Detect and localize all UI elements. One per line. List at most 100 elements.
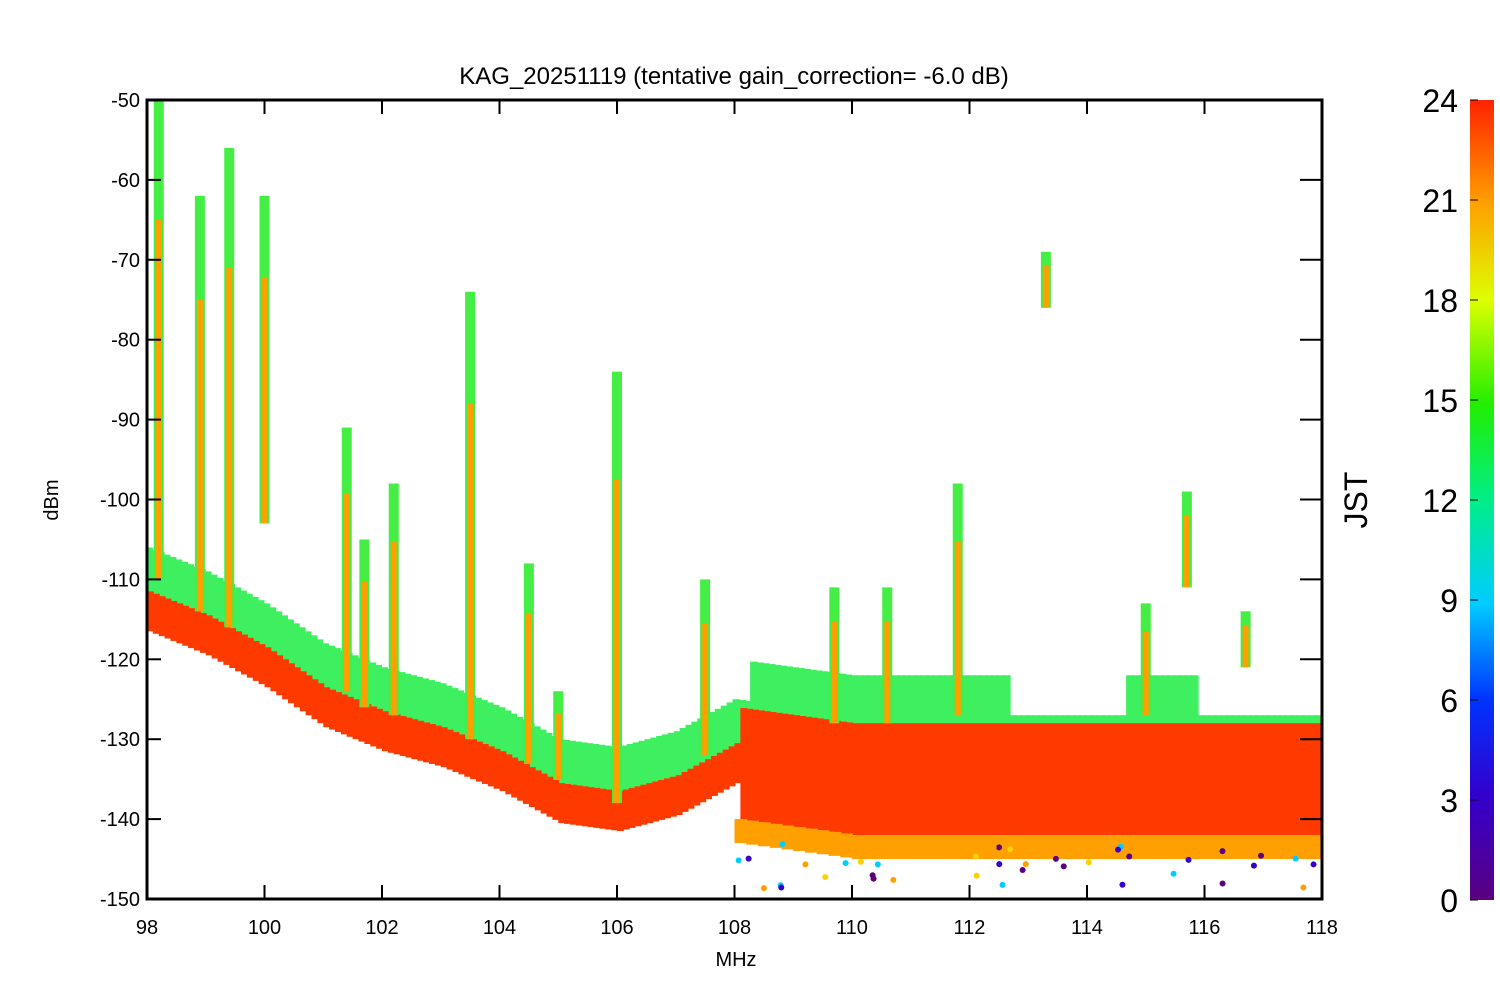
- jst-mid-band: [656, 736, 664, 800]
- x-axis-label: MHz: [715, 949, 756, 971]
- noise-floor-band: [382, 711, 389, 752]
- colorbar-ticks: 0 3 6 9 12 15 18 21 24: [1422, 83, 1478, 919]
- noise-floor-band: [270, 651, 278, 692]
- noise-floor-band: [716, 752, 724, 793]
- noise-low-band: [1310, 835, 1322, 860]
- low-marker: [874, 861, 881, 868]
- y-tick-label: -130: [100, 729, 140, 751]
- noise-floor-band: [887, 723, 895, 836]
- y-tick-label: -150: [100, 889, 140, 911]
- jst-mid-band: [562, 739, 570, 804]
- noise-floor-band: [675, 775, 683, 816]
- noise-floor-band: [693, 765, 701, 806]
- jst-mid-band: [603, 745, 612, 810]
- noise-floor-band: [423, 722, 430, 763]
- noise-low-band: [1075, 835, 1088, 860]
- signal-core: [261, 277, 268, 524]
- noise-low-band: [1298, 835, 1312, 860]
- noise-floor-band: [987, 723, 994, 836]
- jst-mid-band: [579, 742, 588, 807]
- noise-floor-band: [252, 640, 260, 681]
- noise-floor-band: [417, 720, 425, 761]
- jst-mid-band: [280, 615, 288, 680]
- noise-floor-band: [899, 723, 906, 836]
- colorbar-tick-label: 6: [1440, 683, 1458, 719]
- noise-floor-band: [1310, 723, 1318, 836]
- low-marker: [1085, 859, 1092, 866]
- y-tick-label: -70: [111, 250, 140, 272]
- x-tick-label: 102: [365, 917, 398, 939]
- noise-floor-band: [652, 781, 660, 822]
- noise-low-band: [875, 835, 889, 860]
- jst-mid-band: [162, 554, 171, 619]
- low-marker: [1219, 880, 1226, 887]
- noise-floor-band: [799, 716, 806, 828]
- x-tick-label: 108: [718, 917, 751, 939]
- noise-floor-band: [1251, 723, 1259, 836]
- noise-low-band: [816, 830, 830, 855]
- x-tick-label: 98: [136, 917, 158, 939]
- noise-floor-band: [152, 593, 160, 634]
- noise-floor-band: [170, 600, 178, 641]
- signal-core: [884, 621, 891, 724]
- noise-low-band: [828, 831, 842, 856]
- jst-mid-band: [726, 702, 735, 767]
- jst-mid-band: [568, 740, 576, 805]
- noise-floor-band: [370, 706, 378, 747]
- noise-floor-band: [881, 723, 889, 836]
- noise-floor-band: [393, 714, 401, 755]
- jst-mid-band: [485, 702, 494, 767]
- jst-mid-band: [585, 743, 594, 808]
- noise-floor-band: [211, 618, 219, 659]
- noise-floor-band: [840, 721, 848, 834]
- noise-floor-band: [658, 779, 665, 820]
- low-marker: [1310, 861, 1317, 868]
- x-tick-label: 110: [836, 917, 868, 939]
- noise-floor-band: [264, 647, 272, 688]
- noise-floor-band: [288, 663, 295, 704]
- jst-mid-band: [432, 681, 441, 746]
- noise-floor-band: [276, 655, 284, 696]
- jst-mid-band: [250, 596, 259, 661]
- noise-low-band: [746, 820, 759, 845]
- low-marker: [1022, 861, 1029, 868]
- low-marker: [1258, 852, 1265, 859]
- noise-floor-band: [1081, 723, 1088, 836]
- noise-floor-band: [1110, 723, 1118, 836]
- y-tick-label: -110: [101, 569, 140, 591]
- noise-floor-band: [358, 701, 366, 742]
- noise-floor-band: [1028, 723, 1036, 836]
- noise-floor-band: [622, 789, 630, 830]
- noise-floor-band: [728, 746, 736, 787]
- noise-floor-band: [411, 719, 419, 760]
- noise-floor-band: [969, 723, 977, 836]
- noise-floor-band: [752, 709, 759, 822]
- low-marker: [1060, 863, 1067, 870]
- noise-floor-band: [188, 608, 195, 649]
- jst-mid-band: [415, 676, 424, 741]
- noise-floor-band: [329, 689, 336, 730]
- noise-floor-band: [669, 776, 677, 817]
- noise-floor-band: [229, 628, 237, 669]
- noise-low-band: [805, 828, 818, 853]
- noise-floor-band: [311, 679, 319, 720]
- colorbar-tick-label: 24: [1422, 83, 1458, 119]
- noise-floor-band: [346, 696, 354, 737]
- jst-mid-band: [632, 742, 641, 807]
- noise-floor-band: [587, 787, 595, 828]
- jst-mid-band: [374, 664, 382, 729]
- noise-floor-band: [605, 789, 613, 830]
- signal-core: [361, 581, 368, 708]
- colorbar-label: JST: [1338, 472, 1374, 529]
- noise-floor-band: [1222, 723, 1229, 836]
- low-marker: [1115, 846, 1122, 853]
- jst-mid-band: [650, 737, 659, 802]
- noise-floor-band: [293, 667, 301, 708]
- noise-floor-band: [822, 719, 830, 832]
- noise-floor-band: [863, 723, 871, 836]
- noise-floor-band: [1263, 723, 1271, 836]
- noise-floor-band: [364, 704, 372, 744]
- noise-floor-band: [1204, 723, 1212, 836]
- signal-core: [555, 713, 562, 780]
- noise-floor-band: [523, 763, 530, 804]
